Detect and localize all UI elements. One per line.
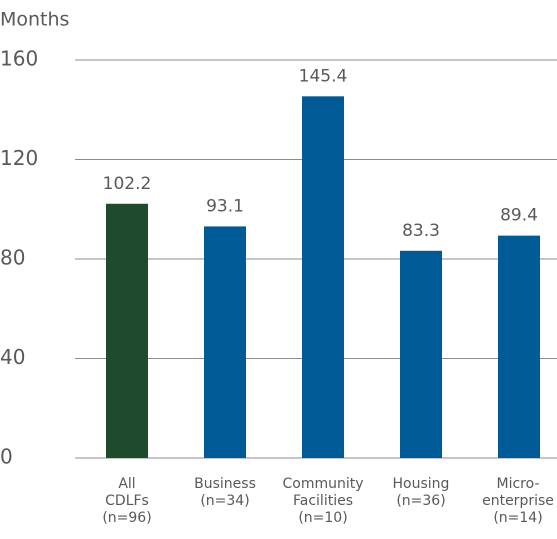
x-tick-label: Community [282, 476, 363, 492]
data-label: 102.2 [103, 174, 152, 194]
data-label: 145.4 [299, 66, 348, 86]
bar [400, 250, 442, 458]
y-tick-label: 0 [0, 445, 13, 469]
x-tick-label: enterprise [482, 493, 554, 509]
y-tick-label: 80 [0, 246, 25, 270]
x-tick-label: All [118, 476, 135, 492]
bar [106, 203, 148, 458]
data-label: 83.3 [402, 221, 440, 241]
bar [302, 96, 344, 458]
bar [204, 226, 246, 458]
y-axis-label: Months [0, 9, 69, 31]
y-tick-label: 160 [0, 47, 38, 71]
x-tick-label: Housing [393, 476, 450, 492]
x-tick-label: (n=10) [298, 510, 347, 526]
data-label: 93.1 [206, 196, 244, 216]
data-label: 89.4 [500, 206, 538, 226]
x-tick-label: (n=14) [493, 510, 542, 526]
y-tick-label: 120 [0, 146, 38, 170]
x-tick-label: (n=96) [102, 510, 151, 526]
bar [498, 235, 540, 458]
y-tick-label: 40 [0, 345, 25, 369]
x-tick-label: (n=34) [200, 493, 249, 509]
x-tick-label: Business [194, 476, 256, 492]
x-tick-label: Facilities [293, 493, 353, 509]
x-tick-label: Micro- [497, 476, 540, 492]
x-tick-label: (n=36) [396, 493, 445, 509]
x-tick-label: CDLFs [105, 493, 149, 509]
